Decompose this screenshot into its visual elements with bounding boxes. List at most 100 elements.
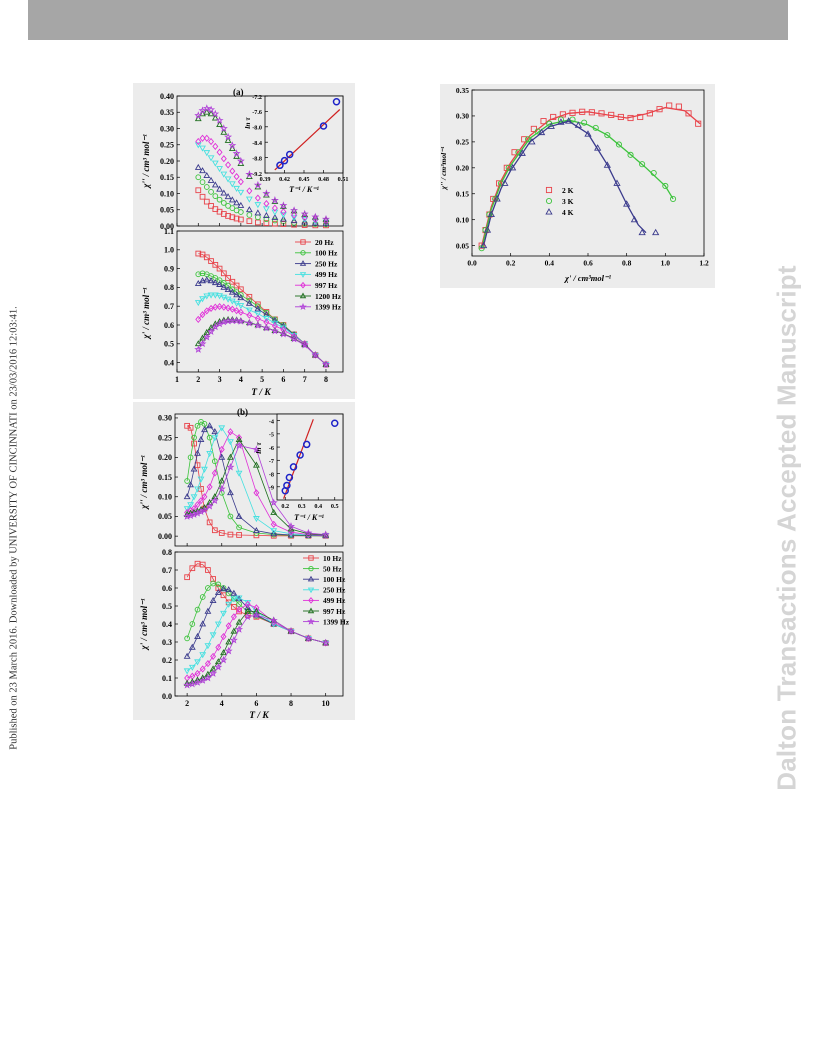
- b-bottom-point: [189, 565, 196, 572]
- b-bottom-point: [184, 574, 190, 581]
- b-bottom-point: [287, 626, 295, 635]
- cole-point: [478, 242, 485, 249]
- a-top-point: [208, 202, 214, 209]
- a-top-point: [246, 218, 253, 224]
- a-inset-xtick-label: 0.51: [338, 176, 349, 183]
- b-top-ytick-label: 0.25: [158, 433, 172, 442]
- a-legend-label: 1200 Hz: [315, 292, 342, 301]
- b-legend-label: 1399 Hz: [323, 617, 350, 626]
- b-bottom-point: [194, 632, 201, 639]
- a-legend-marker: [300, 281, 306, 289]
- a-bottom-point: [198, 339, 207, 348]
- a-bottom-point: [216, 302, 223, 311]
- cole-point: [637, 113, 644, 121]
- a-top-point: [195, 174, 202, 181]
- a-legend-marker: [300, 250, 306, 256]
- b-top-ytick-label: 0.20: [158, 453, 172, 462]
- b-bottom-point: [231, 604, 237, 610]
- b-top-point: [227, 439, 234, 446]
- a-top-point: [237, 216, 244, 223]
- a-bottom-point: [203, 276, 211, 283]
- cole-point: [584, 130, 592, 137]
- b-top-point: [218, 530, 225, 536]
- a-top-point: [207, 105, 216, 114]
- a-bottom-point: [271, 326, 279, 335]
- a-top-point: [300, 209, 309, 218]
- a-inset-plot-frame: [264, 95, 344, 174]
- b-bottom-ytick-label: 0.6: [162, 584, 172, 593]
- b-top-point: [211, 458, 218, 465]
- a-top-ytick-label: 0.00: [160, 222, 174, 231]
- b-bottom-point: [220, 649, 227, 656]
- cole-xtick-label: 0.4: [545, 259, 555, 268]
- cole-xtick-label: 1.2: [699, 259, 709, 268]
- b-top-point: [235, 470, 243, 477]
- b-bottom-point: [230, 613, 237, 621]
- b-bottom-point: [199, 594, 206, 600]
- a-bottom-point: [254, 305, 262, 312]
- a-inset-point: [280, 156, 289, 165]
- a-top-point: [199, 145, 206, 152]
- b-top-point: [304, 528, 313, 537]
- b-top-point: [269, 498, 278, 507]
- b-legend-marker: [308, 555, 314, 561]
- cole-point: [670, 195, 677, 202]
- a-top-point: [229, 214, 236, 221]
- a-bottom-point: [194, 279, 202, 287]
- a-top-point: [262, 189, 271, 197]
- a-top-point: [280, 221, 287, 227]
- a-bottom-point: [253, 321, 262, 329]
- b-bottom-point: [225, 601, 233, 608]
- a-legend-label: 499 Hz: [315, 270, 338, 279]
- a-bottom-point: [262, 323, 271, 332]
- a-bottom-point: [262, 316, 270, 323]
- b-bottom-ytick-label: 0.8: [162, 548, 172, 557]
- a-top-point: [290, 217, 298, 224]
- b-top-point: [270, 528, 278, 535]
- a-inset-point: [319, 122, 328, 130]
- a-top-point: [233, 199, 241, 206]
- b-bottom-point: [183, 668, 191, 675]
- b-bottom-xtick-label: 10: [322, 699, 330, 708]
- b-bottom-point: [214, 588, 222, 595]
- a-top-point: [301, 217, 309, 224]
- a-bottom-point: [207, 292, 215, 299]
- a-bottom-point: [229, 278, 236, 285]
- a-bottom-plot-frame: [176, 230, 344, 373]
- a-bottom-xtick-label: 5: [260, 375, 264, 384]
- a-bottom-point: [245, 307, 253, 314]
- a-top-point: [270, 196, 279, 204]
- b-bottom-ylabel: χ' / cm³ mol⁻¹: [139, 598, 149, 651]
- b-top-point: [187, 481, 194, 488]
- b-top-point: [190, 494, 198, 501]
- b-top-series-line: [186, 431, 326, 536]
- a-top-point: [220, 171, 228, 178]
- b-bottom-point: [189, 621, 196, 627]
- b-top-point: [200, 505, 209, 514]
- a-bottom-point: [215, 319, 224, 328]
- b-top-point: [236, 524, 242, 531]
- a-panel-label: (a): [233, 87, 244, 97]
- b-top-point: [218, 453, 226, 460]
- b-bottom-point: [220, 592, 227, 599]
- b-top-point: [187, 454, 194, 461]
- a-top-point: [279, 212, 287, 219]
- a-top-point: [216, 166, 223, 173]
- a-bottom-point: [220, 294, 228, 301]
- a-inset-ytick-label: -7.6: [252, 109, 262, 116]
- b-bottom-point: [230, 589, 238, 596]
- b-bottom-point: [199, 561, 206, 568]
- b-bottom-point: [183, 680, 192, 689]
- figure-panel-b: 0.30 0.25 0.20 0.15 0.10 0.05 0.00 χ'' / cm³ mo…: [133, 402, 355, 721]
- a-bottom-point: [246, 293, 253, 300]
- b-bottom-ytick-label: 0.5: [162, 602, 172, 611]
- a-bottom-point: [220, 303, 227, 311]
- b-bottom-point: [236, 608, 242, 615]
- b-legend-marker: [308, 597, 314, 604]
- a-bottom-point: [199, 296, 206, 303]
- a-bottom-point: [280, 326, 287, 334]
- cole-xtick-label: 1.0: [661, 259, 671, 268]
- a-top-point: [262, 211, 270, 218]
- b-bottom-ytick-label: 0.2: [162, 656, 172, 665]
- a-top-point: [290, 214, 298, 221]
